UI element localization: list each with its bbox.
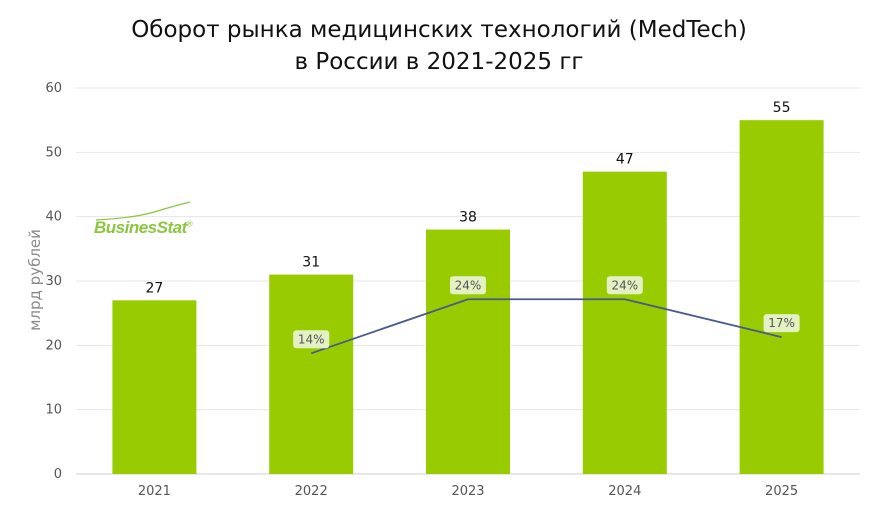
growth-line: 14% 24% 24% 17%: [293, 276, 800, 355]
growth-label-box: [606, 276, 643, 295]
y-tick-label: 60: [45, 81, 62, 96]
bar-value-label: 55: [773, 100, 791, 116]
businesstat-logo: BusinesStat®: [94, 200, 204, 244]
growth-label-box: [450, 276, 486, 295]
y-axis-ticks: 0 10 20 30 40 50 60: [45, 81, 62, 482]
x-axis-ticks: 2021 2022 2023 2024 2025: [138, 484, 798, 499]
bar-value-label: 47: [616, 152, 634, 168]
x-tick-label: 2021: [138, 484, 171, 499]
y-tick-label: 0: [54, 467, 62, 482]
y-tick-label: 50: [45, 145, 62, 160]
growth-label: 24%: [611, 278, 638, 292]
growth-label-box: [293, 330, 330, 349]
bar: [582, 171, 667, 474]
bar: [269, 274, 354, 474]
logo-swoosh-icon: [95, 201, 191, 221]
growth-label: 24%: [455, 278, 482, 292]
logo-wordmark: BusinesStat®: [94, 218, 193, 237]
growth-line-path: [310, 298, 782, 355]
growth-label: 17%: [768, 316, 795, 330]
bar-value-label: 27: [145, 280, 163, 296]
chart-title: Оборот рынка медицинских технологий (Med…: [0, 14, 878, 78]
chart-title-line-1: Оборот рынка медицинских технологий (Med…: [131, 17, 747, 43]
x-tick-label: 2023: [451, 484, 484, 499]
bar-value-label: 38: [459, 210, 477, 226]
growth-label-box: [763, 314, 800, 333]
y-tick-label: 30: [45, 274, 62, 289]
x-tick-label: 2022: [295, 484, 328, 499]
bar-value-label: 31: [302, 255, 320, 271]
y-tick-label: 20: [45, 338, 62, 353]
y-tick-label: 10: [45, 403, 62, 418]
bars: [112, 120, 824, 475]
x-tick-label: 2024: [608, 484, 641, 499]
bar: [426, 229, 510, 474]
bar: [112, 300, 197, 474]
bar: [739, 120, 824, 475]
growth-label: 14%: [298, 332, 325, 346]
chart-title-line-2: в России в 2021-2025 гг: [294, 49, 584, 75]
value-labels: 27 31 38 47 55: [145, 100, 790, 296]
y-tick-label: 40: [45, 210, 62, 225]
x-tick-label: 2025: [765, 484, 798, 499]
y-axis-label: млрд рублей: [26, 229, 44, 331]
